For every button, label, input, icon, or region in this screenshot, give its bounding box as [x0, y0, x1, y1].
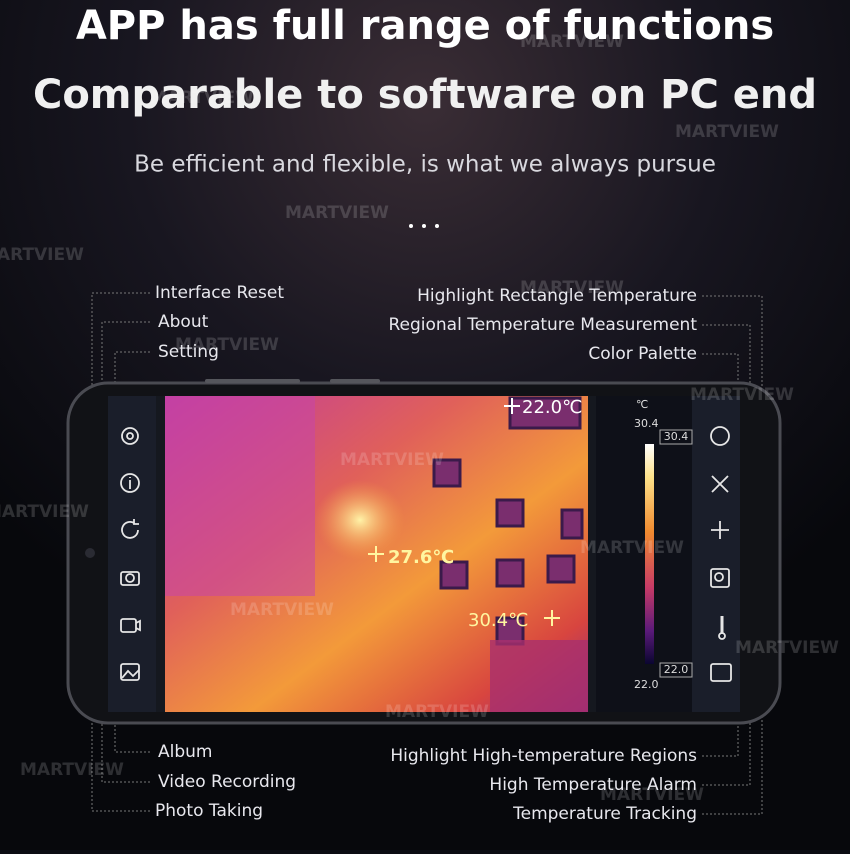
watermarks: MARTVIEW MARTVIEW MARTVIEW MARTVIEW MART…	[0, 32, 839, 805]
dots	[409, 224, 439, 228]
scale-max: 30.4	[664, 430, 689, 443]
title-line: Comparable to software on PC end	[33, 72, 817, 118]
watermark: MARTVIEW	[690, 385, 794, 405]
toolbar-icons	[120, 427, 141, 681]
chips	[432, 396, 584, 646]
temperature-reading: 22.0℃	[522, 397, 582, 418]
feature-label: Temperature Tracking	[512, 804, 697, 824]
feature-label: Album	[158, 742, 212, 762]
subtitle: Be efficient and flexible, is what we al…	[134, 152, 716, 178]
scale-panel	[596, 396, 692, 712]
watermark: MARTVIEW	[20, 760, 124, 780]
color-scale	[645, 444, 654, 664]
phone-button	[330, 379, 380, 383]
feature-label: Setting	[158, 342, 219, 362]
watermark: MARTVIEW	[230, 600, 334, 620]
watermark: MARTVIEW	[0, 245, 84, 265]
watermark: MARTVIEW	[735, 638, 839, 658]
hot-spot	[315, 480, 405, 560]
scale-box	[659, 429, 693, 445]
feature-label: Highlight Rectangle Temperature	[417, 286, 697, 306]
right-toolbar	[692, 396, 740, 712]
watermark: MARTVIEW	[675, 122, 779, 142]
feature-label: Video Recording	[158, 772, 296, 792]
watermark: MARTVIEW	[150, 88, 254, 108]
scale-min: 22.0	[634, 678, 659, 691]
watermark: MARTVIEW	[285, 203, 389, 223]
feature-label: Color Palette	[588, 344, 697, 364]
scale-box	[659, 662, 693, 678]
camera	[85, 548, 95, 558]
scale-max: 30.4	[634, 417, 659, 430]
phone-button	[205, 379, 300, 383]
feature-label: Photo Taking	[155, 801, 263, 821]
watermark: MARTVIEW	[580, 538, 684, 558]
watermark: MARTVIEW	[520, 278, 624, 298]
watermark: MARTVIEW	[385, 702, 489, 722]
watermark: MARTVIEW	[600, 785, 704, 805]
scale-min: 22.0	[664, 663, 689, 676]
feature-label: About	[158, 312, 209, 332]
watermark: MARTVIEW	[0, 502, 89, 522]
title-line: APP has full range of functions	[76, 3, 774, 49]
feature-label: Regional Temperature Measurement	[388, 315, 697, 335]
temperature-reading: 30.4℃	[468, 610, 528, 631]
watermark: MARTVIEW	[340, 450, 444, 470]
left-toolbar	[108, 396, 156, 712]
feature-label: Interface Reset	[155, 283, 284, 303]
scale-unit: ℃	[636, 398, 648, 411]
connector	[702, 353, 739, 436]
feature-label: High Temperature Alarm	[489, 775, 697, 795]
thermal-region	[165, 396, 315, 596]
feature-label: Highlight High-temperature Regions	[390, 746, 697, 766]
watermark: MARTVIEW	[520, 32, 624, 52]
temperature-reading: 27.6℃	[388, 547, 454, 568]
watermark: MARTVIEW	[175, 335, 279, 355]
crosshair	[368, 398, 560, 626]
thermal-region	[490, 640, 588, 712]
connector	[702, 324, 751, 484]
toolbar-icons	[710, 426, 732, 682]
